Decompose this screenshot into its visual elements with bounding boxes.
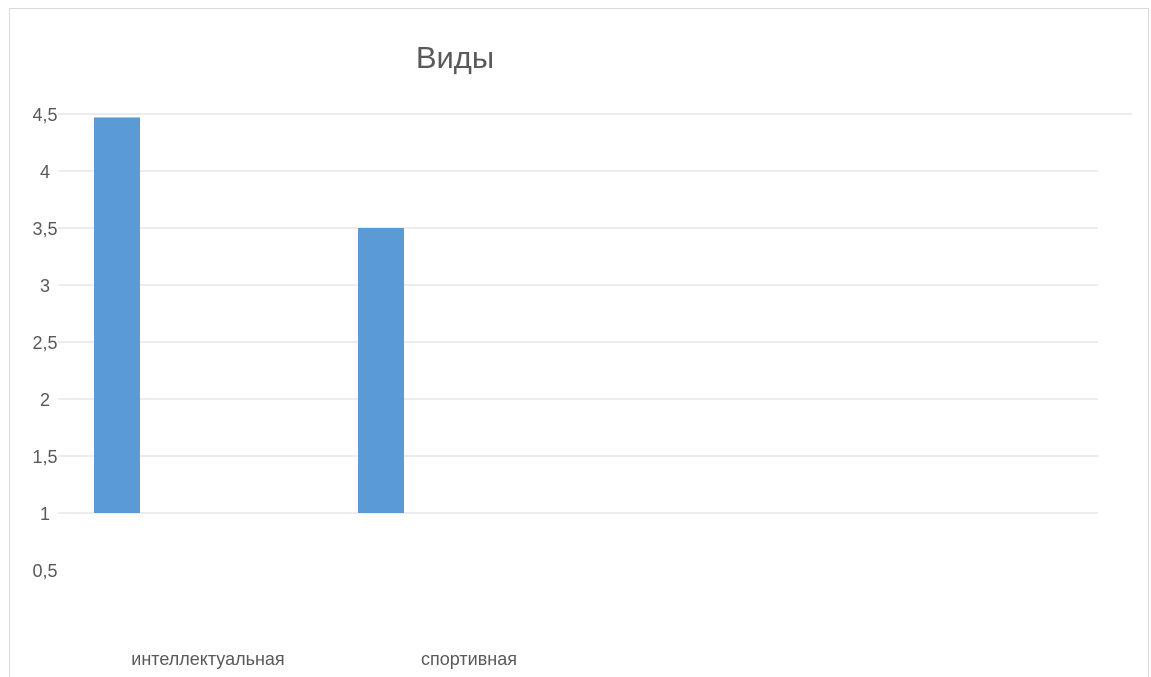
y-tick-label: 2,5 [32,333,57,353]
x-axis-labels: интеллектуальная спортивная [131,649,517,669]
y-tick-label: 4 [40,162,50,182]
y-tick-label: 3,5 [32,219,57,239]
y-tick-label: 1 [40,504,50,524]
x-category-label: спортивная [421,649,517,669]
chart-title: Виды [415,40,495,75]
bar-1 [94,117,140,514]
y-axis-ticks: 4,5 4 3,5 3 2,5 2 1,5 1 0,5 [32,105,57,581]
y-tick-label: 3 [40,276,50,296]
gridlines [58,113,1132,514]
y-tick-label: 0,5 [32,561,57,581]
chart-frame [9,8,1149,677]
bars [94,117,404,514]
bar-2 [358,228,404,513]
x-category-label: интеллектуальная [131,649,284,669]
y-tick-label: 2 [40,390,50,410]
y-tick-label: 4,5 [32,105,57,125]
y-tick-label: 1,5 [32,447,57,467]
